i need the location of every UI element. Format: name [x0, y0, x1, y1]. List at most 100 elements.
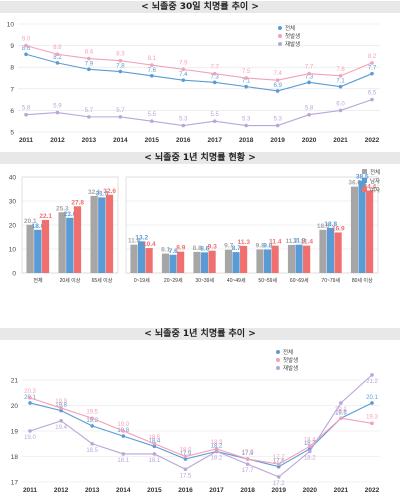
- category-label: 50~59세: [258, 277, 277, 284]
- bar-value-label: 8.1: [161, 247, 170, 254]
- bar-value-label: 18.0: [317, 223, 330, 230]
- data-point: [181, 78, 186, 82]
- data-label: 19.4: [55, 425, 67, 431]
- bar-value-label: 11.8: [128, 238, 141, 245]
- data-point: [90, 441, 94, 446]
- data-point: [181, 123, 186, 128]
- data-label: 8.6: [53, 45, 62, 51]
- y-tick-label: 10: [7, 22, 15, 29]
- bar-value-label: 31.5: [96, 190, 109, 197]
- data-point: [55, 61, 60, 65]
- y-tick-label: 40: [9, 175, 17, 182]
- x-tick-label: 2015: [145, 137, 160, 144]
- data-label: 18.1: [149, 458, 161, 464]
- data-label: 20.1: [335, 407, 347, 413]
- legend-label: 전체: [283, 348, 293, 356]
- bar: [105, 194, 114, 273]
- y-tick-label: 17: [11, 480, 19, 487]
- data-point: [28, 396, 32, 400]
- bar-value-label: 18.0: [32, 223, 45, 230]
- bar-value-label: 38.5: [356, 174, 369, 181]
- bar-value-label: 22.1: [39, 213, 52, 220]
- data-label: 7.5: [242, 69, 251, 75]
- data-point: [212, 119, 217, 123]
- bar-value-label: 32.6: [103, 188, 116, 195]
- y-tick-label: 9: [10, 43, 14, 50]
- data-point: [87, 67, 91, 72]
- section-title-30day: < 뇌졸중 30일 치명률 추이 >: [0, 1, 400, 13]
- bar-value-label: 9.8: [256, 242, 265, 249]
- data-label: 7.4: [273, 71, 282, 77]
- bar: [90, 195, 98, 273]
- bar: [295, 244, 303, 273]
- bar: [130, 244, 138, 273]
- bar-value-label: 16.9: [332, 225, 345, 232]
- data-point: [59, 408, 63, 413]
- bar: [145, 248, 153, 273]
- data-point: [24, 52, 28, 57]
- x-tick-label: 2011: [23, 487, 37, 494]
- data-label: 7.7: [211, 65, 220, 71]
- legend-marker: [276, 366, 280, 370]
- y-tick-label: 21: [11, 378, 19, 385]
- y-tick-label: 6: [10, 108, 14, 115]
- data-label: 20.3: [24, 389, 36, 395]
- data-point: [275, 123, 280, 128]
- bar-value-label: 36.0: [348, 180, 361, 187]
- category-label: 40~49세: [227, 277, 246, 284]
- x-tick-label: 2011: [19, 137, 33, 144]
- data-point: [150, 74, 154, 78]
- data-label: 19.9: [55, 399, 67, 405]
- legend-label: 첫발생: [283, 356, 298, 364]
- data-label: 19.0: [24, 435, 36, 441]
- data-label: 8.4: [85, 50, 94, 56]
- category-label: 30~39세: [195, 277, 214, 284]
- legend-marker: [276, 350, 280, 354]
- data-label: 18.3: [304, 441, 316, 447]
- data-label: 8.6: [22, 46, 31, 52]
- bar-value-label: 11.4: [269, 239, 282, 246]
- data-label: 18.0: [180, 448, 192, 454]
- y-tick-label: 5: [10, 130, 14, 137]
- data-label: 17.9: [180, 451, 192, 457]
- data-label: 17.7: [273, 455, 285, 461]
- series-line: [29, 397, 373, 465]
- x-tick-label: 2012: [50, 137, 65, 144]
- legend-label: 재발생: [285, 40, 300, 48]
- data-label: 5.7: [116, 108, 125, 114]
- data-label: 7.4: [179, 72, 188, 78]
- data-point: [59, 406, 63, 410]
- legend-label: 여자: [370, 186, 380, 194]
- data-point: [183, 457, 188, 461]
- x-tick-label: 2020: [303, 487, 318, 494]
- data-label: 19.2: [86, 418, 98, 424]
- category-label: 80세 이상: [352, 277, 373, 284]
- bar: [263, 249, 272, 273]
- data-label: 5.8: [22, 106, 31, 112]
- legend-label: 전체: [285, 24, 295, 32]
- data-point: [308, 444, 312, 449]
- bar: [287, 244, 296, 273]
- y-tick-label: 7: [10, 86, 14, 93]
- data-label: 6.9: [273, 83, 282, 89]
- data-point: [152, 452, 157, 456]
- series-line: [25, 53, 373, 92]
- bar: [34, 229, 42, 273]
- data-label: 20.1: [366, 395, 378, 401]
- bar-value-label: 27.8: [71, 199, 84, 206]
- data-point: [245, 457, 250, 461]
- x-tick-label: 2017: [207, 137, 222, 144]
- data-label: 7.3: [305, 74, 314, 80]
- data-point: [118, 58, 123, 63]
- y-tick-label: 10: [9, 247, 17, 254]
- bar: [319, 229, 327, 273]
- data-label: 5.7: [85, 108, 94, 114]
- data-label: 19.5: [86, 409, 98, 415]
- legend-marker: [276, 358, 280, 362]
- data-label: 5.5: [211, 112, 220, 118]
- data-label: 18.2: [211, 455, 223, 461]
- data-point: [308, 449, 312, 454]
- data-point: [338, 108, 343, 113]
- data-point: [181, 67, 186, 72]
